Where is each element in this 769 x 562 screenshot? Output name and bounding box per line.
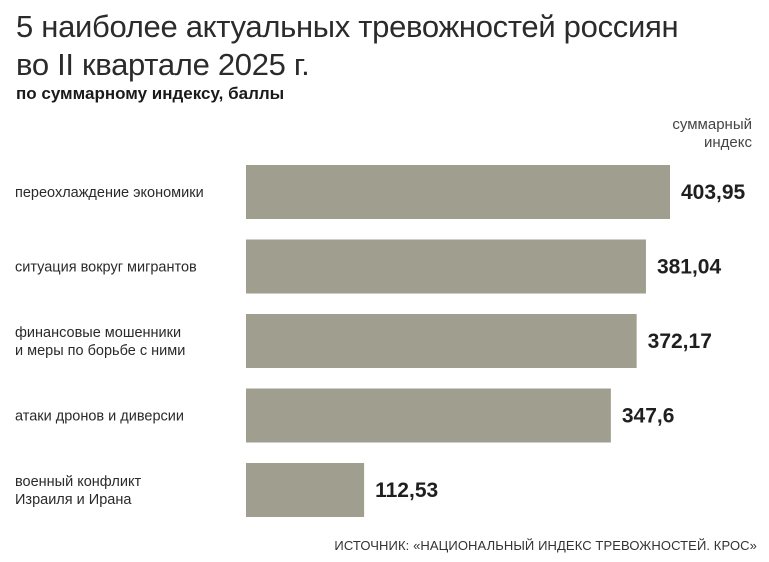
- bar-value-label-2: 381,04: [657, 256, 722, 279]
- category-label-line: переохлаждение экономики: [15, 185, 204, 201]
- chart-title: 5 наиболее актуальных тревожностей росси…: [16, 9, 679, 82]
- bar-5: [246, 463, 365, 517]
- category-label-line: и меры по борьбе с ними: [15, 343, 185, 359]
- source-note: ИСТОЧНИК: «НАЦИОНАЛЬНЫЙ ИНДЕКС ТРЕВОЖНОС…: [334, 538, 757, 553]
- category-label-line: атаки дронов и диверсии: [15, 409, 184, 425]
- category-label-4: атаки дронов и диверсии: [15, 409, 184, 425]
- bar-2: [246, 239, 646, 294]
- category-label-5: военный конфликт Израиля и Ирана: [15, 474, 141, 508]
- bar-value-label-3: 372,17: [648, 330, 712, 353]
- value-column-header: суммарный индекс: [592, 116, 752, 152]
- category-label-3: финансовые мошенники и меры по борьбе с н…: [15, 325, 185, 359]
- value-column-header-line-1: суммарный: [672, 116, 752, 133]
- bar-3: [246, 314, 637, 368]
- category-label-line: военный конфликт: [15, 474, 141, 490]
- bar-4: [246, 388, 611, 443]
- chart-subtitle: по суммарному индексу, баллы: [16, 84, 285, 103]
- bar-value-label-1: 403,95: [681, 181, 746, 204]
- category-label-1: переохлаждение экономики: [15, 185, 204, 201]
- category-label-2: ситуация вокруг мигрантов: [15, 260, 197, 276]
- bar-value-label-4: 347,6: [622, 405, 675, 428]
- bar-value-label-5: 112,53: [375, 479, 438, 502]
- bar-1: [246, 165, 670, 219]
- category-label-line: Израиля и Ирана: [15, 492, 132, 508]
- value-column-header-line-2: индекс: [704, 134, 752, 151]
- category-label-line: финансовые мошенники: [15, 325, 181, 341]
- category-label-line: ситуация вокруг мигрантов: [15, 260, 197, 276]
